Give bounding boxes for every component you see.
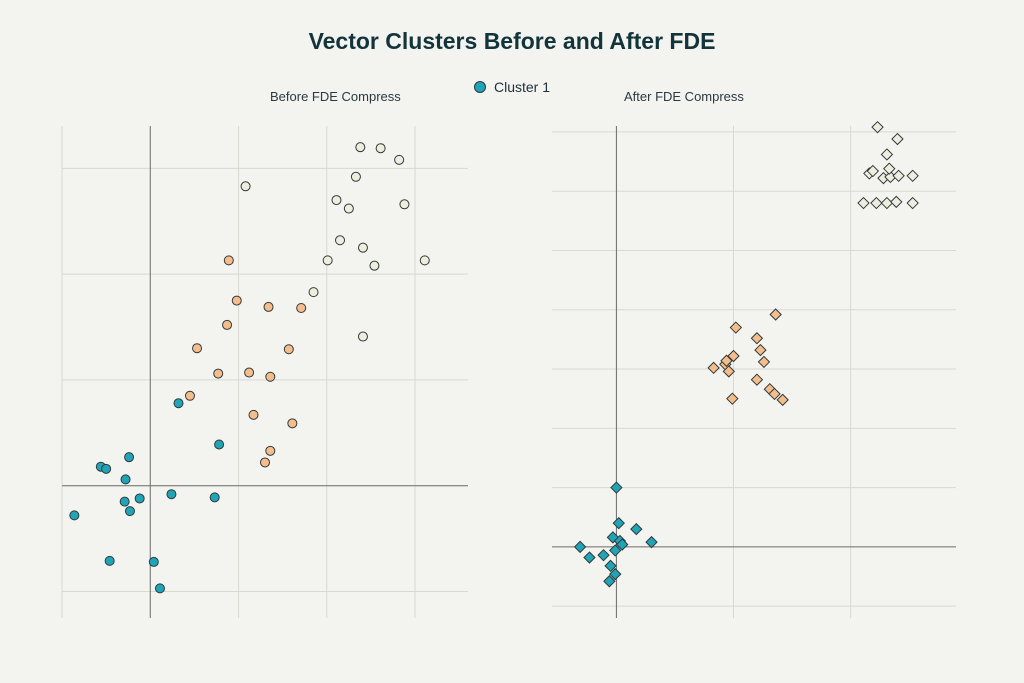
data-point-cluster-1[interactable]: [209, 492, 220, 503]
panel-after: [552, 120, 956, 618]
data-point-cluster-2[interactable]: [727, 349, 740, 363]
data-point-cluster-3[interactable]: [331, 195, 342, 206]
data-point-cluster-2[interactable]: [263, 301, 274, 312]
legend[interactable]: Cluster 1: [474, 79, 550, 95]
legend-swatch-cluster-1: [474, 81, 486, 93]
data-point-cluster-2[interactable]: [184, 390, 195, 401]
data-point-cluster-2[interactable]: [222, 319, 233, 330]
data-point-cluster-1[interactable]: [120, 474, 131, 485]
data-point-cluster-2[interactable]: [768, 387, 781, 401]
data-point-cluster-3[interactable]: [399, 199, 410, 210]
data-point-cluster-1[interactable]: [609, 544, 622, 557]
data-point-cluster-2[interactable]: [223, 255, 234, 266]
data-point-cluster-2[interactable]: [244, 367, 255, 378]
data-point-cluster-1[interactable]: [630, 522, 643, 536]
data-point-cluster-2[interactable]: [726, 392, 739, 405]
data-point-cluster-3[interactable]: [870, 196, 883, 210]
data-point-cluster-3[interactable]: [880, 148, 894, 161]
data-point-cluster-2[interactable]: [776, 393, 789, 407]
data-point-cluster-2[interactable]: [231, 295, 242, 306]
data-point-cluster-2[interactable]: [729, 321, 743, 334]
data-point-cluster-3[interactable]: [350, 171, 361, 182]
data-point-cluster-1[interactable]: [645, 535, 658, 549]
data-point-cluster-3[interactable]: [369, 260, 380, 271]
data-point-cluster-2[interactable]: [265, 445, 276, 456]
data-point-cluster-2[interactable]: [769, 308, 782, 321]
data-point-cluster-3[interactable]: [394, 154, 405, 165]
data-point-cluster-3[interactable]: [343, 203, 354, 214]
data-point-cluster-2[interactable]: [248, 409, 259, 420]
data-point-cluster-2[interactable]: [707, 361, 720, 375]
data-point-cluster-1[interactable]: [148, 556, 159, 567]
data-point-cluster-1[interactable]: [69, 510, 80, 521]
data-point-cluster-2[interactable]: [754, 343, 767, 357]
data-point-cluster-1[interactable]: [166, 489, 177, 500]
data-point-cluster-1[interactable]: [214, 439, 225, 450]
data-point-cluster-1[interactable]: [609, 567, 622, 581]
data-point-cluster-1[interactable]: [597, 548, 610, 562]
legend-label-cluster-1: Cluster 1: [494, 79, 551, 95]
data-point-cluster-3[interactable]: [240, 181, 251, 192]
data-point-cluster-3[interactable]: [890, 195, 903, 209]
data-point-cluster-2[interactable]: [213, 368, 224, 379]
data-point-cluster-1[interactable]: [124, 506, 135, 517]
data-point-cluster-2[interactable]: [283, 344, 294, 355]
data-point-cluster-1[interactable]: [119, 496, 130, 507]
data-point-cluster-2[interactable]: [750, 373, 764, 386]
data-point-cluster-3[interactable]: [357, 242, 368, 253]
data-point-cluster-3[interactable]: [880, 196, 894, 210]
data-point-cluster-3[interactable]: [357, 331, 368, 342]
data-point-cluster-3[interactable]: [857, 196, 870, 210]
data-point-cluster-2[interactable]: [757, 355, 771, 369]
data-point-cluster-2[interactable]: [296, 302, 307, 313]
data-point-cluster-3[interactable]: [335, 235, 346, 246]
subplot-title-after: After FDE Compress: [624, 89, 744, 104]
data-point-cluster-3[interactable]: [308, 287, 319, 298]
data-point-cluster-3[interactable]: [906, 196, 919, 210]
data-point-cluster-1[interactable]: [583, 551, 596, 564]
data-point-cluster-1[interactable]: [154, 583, 165, 594]
panel-before: [61, 126, 468, 618]
data-point-cluster-1[interactable]: [101, 463, 112, 474]
data-point-cluster-1[interactable]: [616, 538, 629, 551]
data-point-cluster-2[interactable]: [265, 371, 276, 382]
data-point-cluster-1[interactable]: [604, 559, 617, 573]
data-point-cluster-1[interactable]: [124, 452, 135, 463]
subplot-title-before: Before FDE Compress: [270, 89, 401, 104]
data-point-cluster-1[interactable]: [134, 493, 145, 504]
data-point-cluster-3[interactable]: [866, 164, 880, 178]
data-point-cluster-1[interactable]: [104, 555, 115, 566]
data-point-cluster-2[interactable]: [287, 418, 298, 429]
data-point-cluster-1[interactable]: [610, 481, 623, 494]
data-point-cluster-2[interactable]: [720, 354, 733, 367]
data-point-cluster-2[interactable]: [750, 332, 764, 345]
data-point-cluster-1[interactable]: [573, 540, 587, 554]
data-point-cluster-3[interactable]: [375, 143, 386, 154]
data-point-cluster-3[interactable]: [883, 162, 896, 175]
data-point-cluster-3[interactable]: [419, 255, 430, 266]
data-point-cluster-1[interactable]: [603, 575, 616, 588]
data-point-cluster-2[interactable]: [722, 365, 736, 378]
data-point-cluster-2[interactable]: [260, 457, 270, 468]
data-point-cluster-1[interactable]: [173, 398, 184, 409]
data-point-cluster-3[interactable]: [906, 169, 919, 182]
data-point-cluster-3[interactable]: [355, 142, 366, 153]
data-point-cluster-2[interactable]: [192, 343, 203, 354]
data-point-cluster-3[interactable]: [871, 120, 884, 134]
data-point-cluster-3[interactable]: [891, 132, 904, 146]
data-point-cluster-3[interactable]: [322, 255, 333, 266]
data-point-cluster-3[interactable]: [892, 169, 905, 182]
chart-title: Vector Clusters Before and After FDE: [308, 28, 716, 54]
data-point-cluster-1[interactable]: [612, 516, 625, 530]
